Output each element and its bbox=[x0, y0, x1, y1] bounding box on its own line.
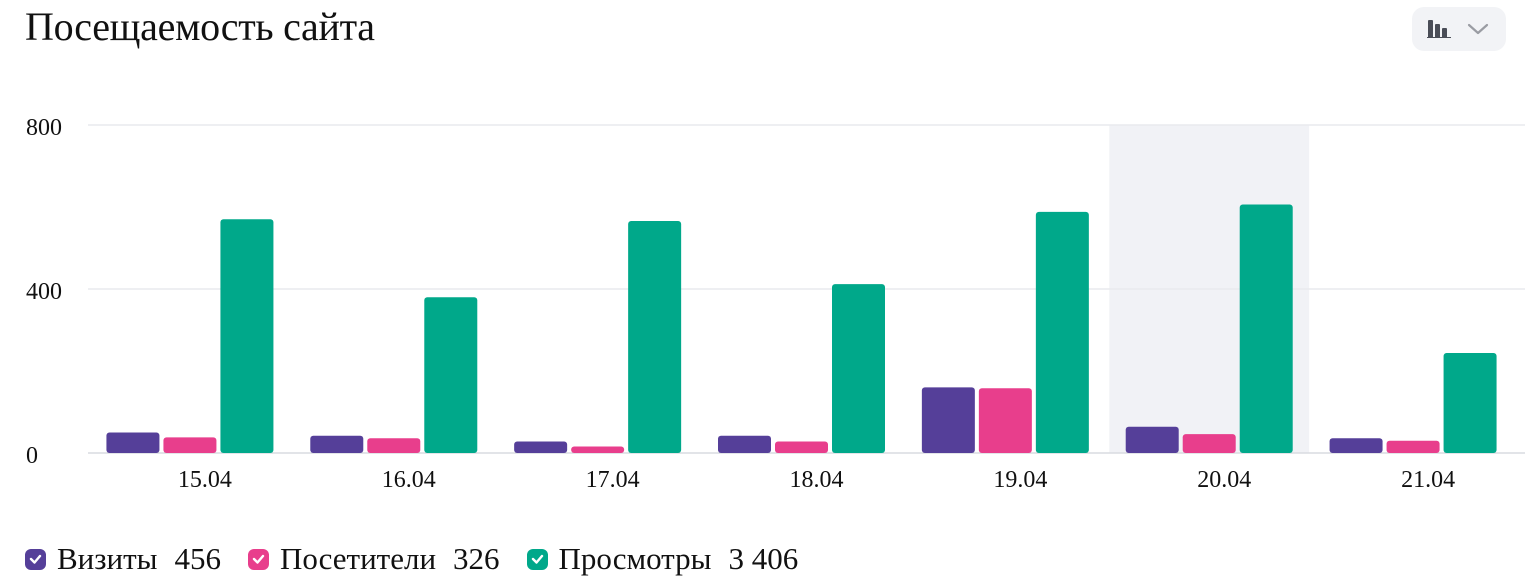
legend-label: Посетители bbox=[279, 541, 437, 576]
y-tick-label: 400 bbox=[26, 279, 62, 305]
chart-legend: Визиты 456 Посетители 326 Просмотры 3 406 bbox=[25, 536, 825, 581]
bar-views-15.04[interactable] bbox=[220, 219, 274, 453]
bar-views-20.04[interactable] bbox=[1239, 204, 1293, 453]
legend-item[interactable]: Визиты 456 bbox=[25, 541, 221, 577]
x-tick-label: 15.04 bbox=[178, 467, 232, 493]
checkbox-icon[interactable] bbox=[247, 548, 269, 570]
legend-total: 3 406 bbox=[728, 541, 799, 576]
y-tick-label: 800 bbox=[26, 115, 62, 141]
bar-views-16.04[interactable] bbox=[424, 297, 478, 453]
bar-visits-16.04[interactable] bbox=[310, 435, 364, 453]
bar-visits-15.04[interactable] bbox=[106, 432, 160, 454]
x-tick-label: 19.04 bbox=[993, 467, 1047, 493]
bar-visitors-19.04[interactable] bbox=[978, 388, 1032, 453]
bar-visits-20.04[interactable] bbox=[1125, 426, 1179, 453]
bar-visits-17.04[interactable] bbox=[514, 441, 568, 453]
bar-visits-18.04[interactable] bbox=[718, 435, 771, 453]
x-tick-label: 17.04 bbox=[586, 467, 640, 493]
bar-visitors-16.04[interactable] bbox=[367, 438, 421, 453]
bar-visitors-20.04[interactable] bbox=[1182, 434, 1236, 453]
bar-visitors-17.04[interactable] bbox=[571, 446, 625, 453]
bar-visitors-21.04[interactable] bbox=[1386, 440, 1440, 453]
legend-item[interactable]: Посетители 326 bbox=[247, 541, 500, 577]
bar-views-19.04[interactable] bbox=[1035, 211, 1089, 453]
bar-visits-19.04[interactable] bbox=[921, 387, 975, 453]
bar-views-21.04[interactable] bbox=[1443, 352, 1497, 453]
checkbox-icon[interactable] bbox=[526, 548, 548, 570]
legend-total: 326 bbox=[453, 541, 500, 576]
bar-chart-icon bbox=[1427, 20, 1451, 38]
traffic-bar-chart: 0 400 800 15.04 16.04 17.04 18.04 19.04 20.04 21.… bbox=[26, 115, 1525, 493]
bar-visitors-15.04[interactable] bbox=[163, 437, 217, 453]
chart-type-dropdown[interactable] bbox=[1412, 7, 1506, 51]
legend-label: Просмотры bbox=[558, 541, 712, 576]
bar-visitors-18.04[interactable] bbox=[775, 441, 828, 453]
y-tick-label: 0 bbox=[26, 443, 38, 469]
widget-title: Посещаемость сайта bbox=[25, 4, 375, 49]
x-tick-label: 20.04 bbox=[1197, 467, 1251, 493]
legend-label: Визиты bbox=[57, 541, 158, 576]
x-tick-label: 16.04 bbox=[382, 467, 436, 493]
x-tick-label: 21.04 bbox=[1401, 467, 1455, 493]
bar-visits-21.04[interactable] bbox=[1329, 438, 1383, 453]
bar-views-17.04[interactable] bbox=[628, 220, 682, 453]
legend-item[interactable]: Просмотры 3 406 bbox=[526, 541, 799, 577]
legend-total: 456 bbox=[174, 541, 221, 576]
checkbox-icon[interactable] bbox=[25, 548, 46, 570]
chevron-down-icon bbox=[1467, 23, 1489, 35]
x-tick-label: 18.04 bbox=[790, 467, 844, 493]
bar-views-18.04[interactable] bbox=[832, 284, 885, 453]
